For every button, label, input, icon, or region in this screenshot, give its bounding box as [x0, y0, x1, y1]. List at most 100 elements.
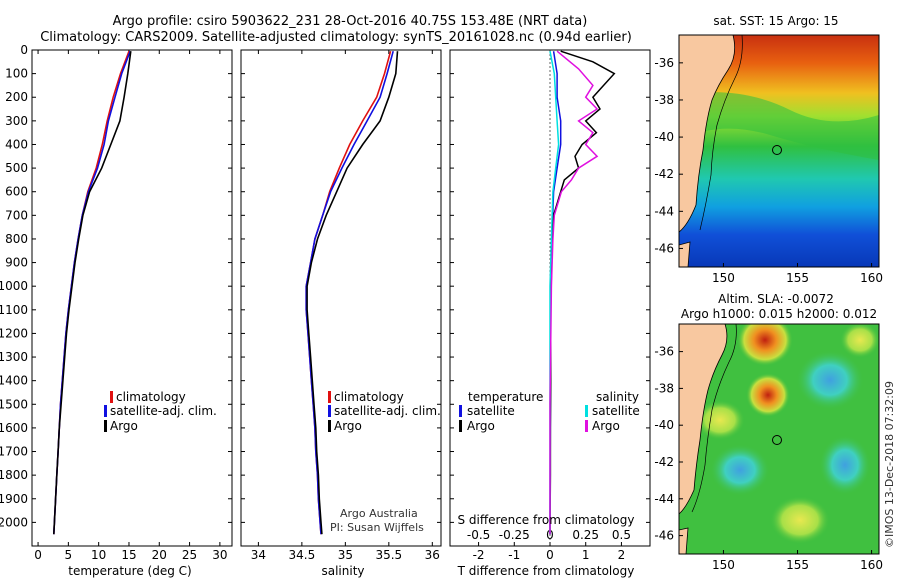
- salinity-legend: climatology satellite-adj. clim. Argo: [328, 390, 441, 433]
- legend-label-t-satellite: satellite: [467, 404, 515, 418]
- depth-tick-label: 700: [5, 208, 28, 222]
- legend-label-climatology: climatology: [334, 390, 404, 404]
- legend-label-satellite: satellite-adj. clim.: [110, 404, 217, 418]
- sla-anomaly-low: [710, 444, 770, 496]
- legend-label-argo: Argo: [334, 419, 362, 433]
- series-line-climatology: [53, 50, 130, 535]
- sla-map: [679, 324, 879, 554]
- legend-title-temperature: temperature: [468, 390, 543, 404]
- legend-swatch-argo: [104, 420, 107, 432]
- map-x-tick-label: 150: [712, 558, 735, 572]
- series-line-s-satellite: [549, 51, 560, 535]
- sst-map: [679, 35, 879, 267]
- legend-label-climatology: climatology: [116, 390, 186, 404]
- x-tick-label: 34: [251, 548, 266, 562]
- sst-map-axes: 150 155 160 -36 -38 -40 -42 -44 -46: [654, 56, 883, 285]
- x-tick-label: 5: [65, 548, 73, 562]
- map-y-tick-label: -40: [654, 130, 674, 144]
- sst-warm-tongue: [679, 92, 879, 160]
- sla-map-axes: 150 155 160 -36 -38 -40 -42 -44 -46: [654, 345, 883, 572]
- temperature-panel-frame: [31, 49, 233, 547]
- sla-map-subtitle: Argo h1000: 0.015 h2000: 0.012: [681, 307, 877, 321]
- sla-anomaly-low: [819, 435, 871, 495]
- series-line-s-argo: [549, 50, 599, 535]
- legend-swatch-satellite: [104, 405, 107, 417]
- salinity-plot: 34 34.5 35 35.5 36: [241, 49, 441, 562]
- s-diff-tick-label: -0.25: [499, 528, 530, 542]
- temperature-axis-label: temperature (deg C): [68, 564, 191, 578]
- australia-coast: [679, 35, 736, 233]
- sla-anomaly-high: [737, 324, 793, 366]
- s-diff-tick-label: 0.5: [612, 528, 631, 542]
- depth-tick-label: 900: [5, 256, 28, 270]
- s-diff-tick-label: 0.25: [572, 528, 599, 542]
- map-x-tick-label: 150: [712, 271, 735, 285]
- legend-title-salinity: salinity: [596, 390, 639, 404]
- map-y-tick-label: -42: [654, 167, 674, 181]
- depth-tick-label: 2000: [0, 515, 28, 529]
- legend-label-argo: Argo: [110, 419, 138, 433]
- map-y-tick-label: -46: [654, 241, 674, 255]
- map-y-tick-label: -36: [654, 56, 674, 70]
- map-y-tick-label: -42: [654, 455, 674, 469]
- depth-tick-label: 600: [5, 185, 28, 199]
- legend-swatch-climatology: [110, 391, 113, 403]
- legend-label-s-argo: Argo: [592, 419, 620, 433]
- difference-legend: temperature satellite Argo salinity sate…: [459, 390, 640, 433]
- depth-tick-label: 400: [5, 137, 28, 151]
- sst-map-title: sat. SST: 15 Argo: 15: [713, 14, 838, 28]
- sla-anomaly-mid: [695, 400, 745, 440]
- sst-map-frame: [678, 34, 880, 268]
- x-tick-label: 36: [425, 548, 440, 562]
- s-diff-tick-label: -0.5: [467, 528, 490, 542]
- temperature-plot: 0 5 10 15 20 25 30: [32, 49, 232, 562]
- credit-institution: Argo Australia: [340, 507, 418, 520]
- legend-swatch-satellite: [328, 405, 331, 417]
- sla-map-frame: [678, 323, 880, 555]
- depth-tick-label: 1200: [0, 326, 28, 340]
- depth-tick-label: 1800: [0, 468, 28, 482]
- depth-tick-label: 1600: [0, 421, 28, 435]
- salinity-panel-frame: [240, 49, 442, 547]
- x-tick-label: 20: [152, 548, 167, 562]
- legend-swatch-s-argo: [585, 420, 588, 432]
- map-y-tick-label: -38: [654, 381, 674, 395]
- depth-tick-label: 300: [5, 114, 28, 128]
- argo-position-marker: [772, 435, 782, 445]
- depth-tick-label: 1500: [0, 397, 28, 411]
- depth-tick-label: 1300: [0, 350, 28, 364]
- map-x-tick-label: 155: [786, 271, 809, 285]
- s-difference-axis-label: S difference from climatology: [458, 513, 635, 527]
- map-y-tick-label: -44: [654, 204, 674, 218]
- x-tick-label: -1: [508, 548, 520, 562]
- depth-tick-label: 1700: [0, 445, 28, 459]
- map-y-tick-label: -44: [654, 492, 674, 506]
- x-tick-label: 30: [212, 548, 227, 562]
- argo-position-marker: [772, 145, 782, 155]
- x-tick-label: 0: [546, 548, 554, 562]
- series-line-satellite-adj-clim-: [305, 50, 394, 535]
- depth-tick-label: 1000: [0, 279, 28, 293]
- depth-tick-label: 500: [5, 161, 28, 175]
- depth-tick-label: 100: [5, 67, 28, 81]
- tasmania: [679, 527, 689, 554]
- credit-pi: PI: Susan Wijffels: [330, 521, 424, 534]
- sla-anomaly-high: [746, 373, 790, 417]
- difference-plot: -2 -1 0 1 2-0.5 -0.25 0 0.25 0.5: [450, 49, 650, 562]
- x-tick-label: 35: [338, 548, 353, 562]
- sla-anomaly-mid: [770, 496, 830, 544]
- legend-label-satellite: satellite-adj. clim.: [334, 404, 441, 418]
- map-y-tick-label: -46: [654, 529, 674, 543]
- x-tick-label: 25: [182, 548, 197, 562]
- t-difference-axis-label: T difference from climatology: [457, 564, 635, 578]
- x-tick-label: 2: [618, 548, 626, 562]
- australia-coast: [679, 324, 728, 515]
- series-line-argo: [53, 51, 132, 535]
- depth-tick-label: 0: [20, 43, 28, 57]
- legend-swatch-argo: [328, 420, 331, 432]
- legend-label-t-argo: Argo: [467, 419, 495, 433]
- depth-tick-label: 800: [5, 232, 28, 246]
- depth-tick-label: 1100: [0, 303, 28, 317]
- imos-timestamp: ©IMOS 13-Dec-2018 07:32:09: [883, 381, 896, 548]
